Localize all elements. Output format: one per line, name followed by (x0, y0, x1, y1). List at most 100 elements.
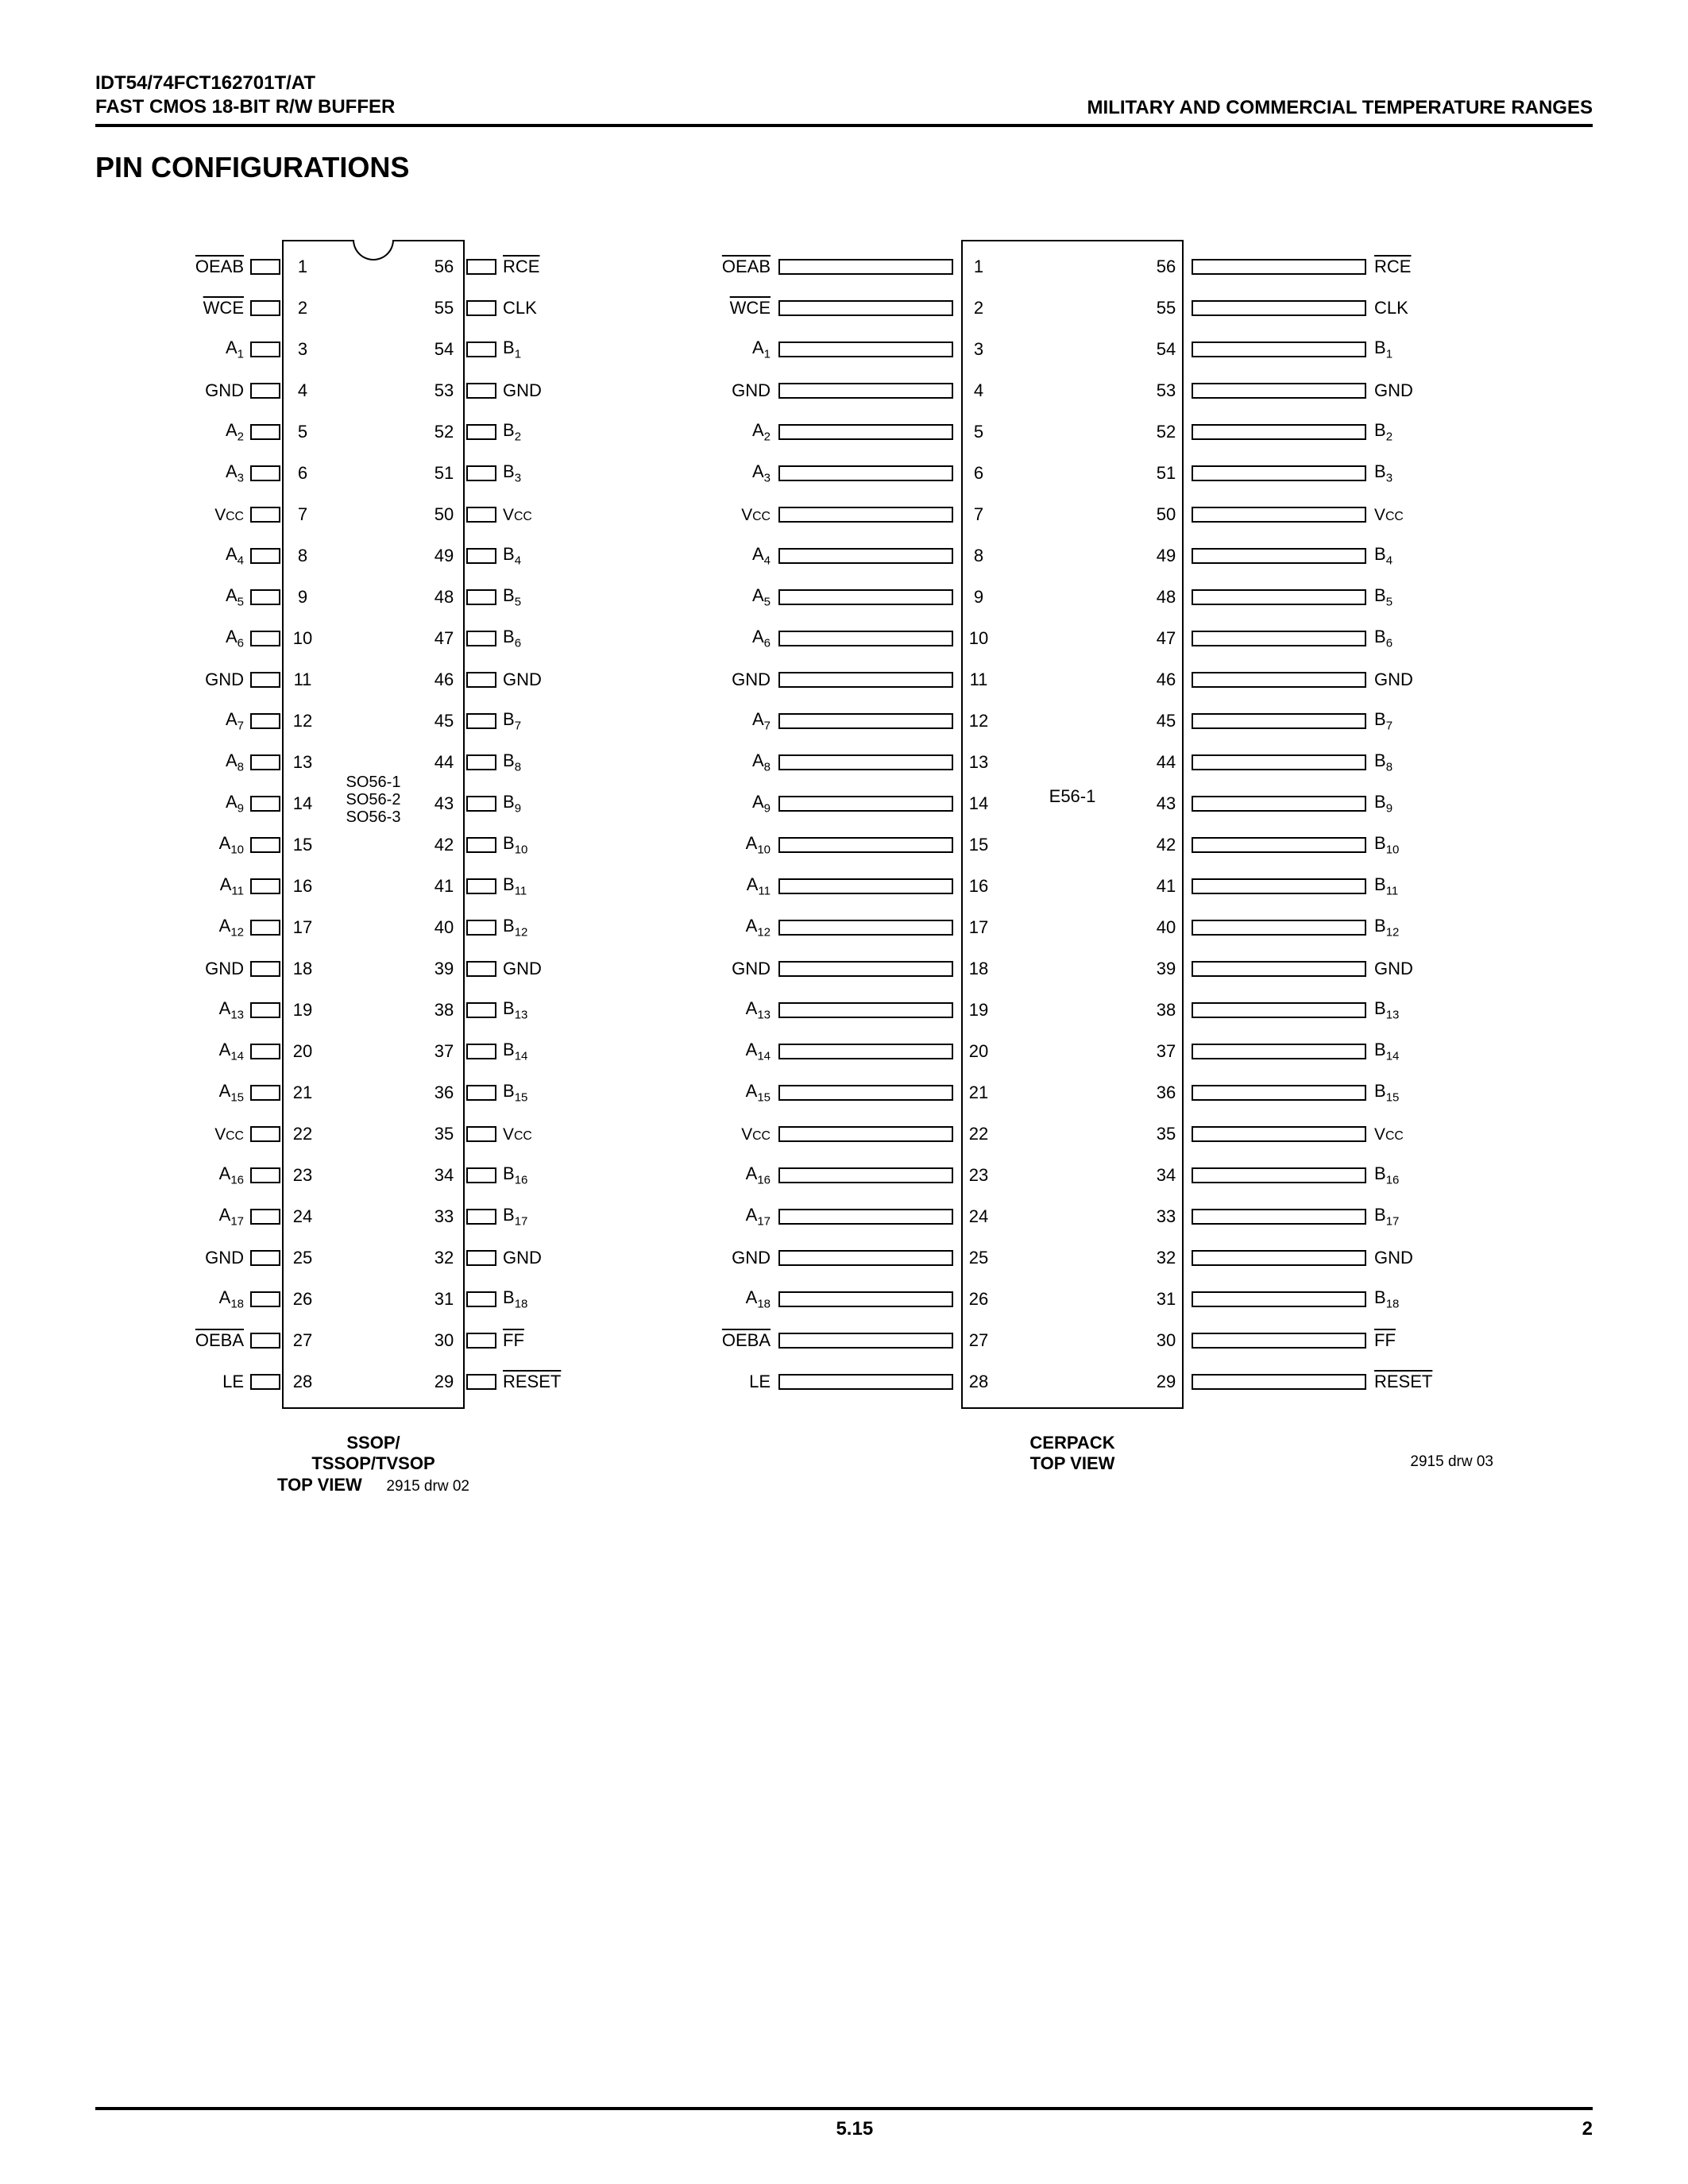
ssop-pad-left (250, 383, 280, 399)
cerpack-lead-right (1192, 548, 1366, 564)
ssop-pin-row: OEBA2730FF (188, 1320, 558, 1361)
cerpack-pin-row: OEBA2730FF (715, 1320, 1430, 1361)
pin-number-right: 43 (1149, 793, 1184, 814)
cerpack-lead-left (778, 548, 953, 564)
ssop-pad-right (466, 1250, 496, 1266)
pin-label-left: A6 (715, 627, 771, 650)
pin-number-right: 52 (428, 422, 460, 442)
pin-number-left: 28 (961, 1372, 996, 1392)
pin-label-left: A14 (715, 1040, 771, 1063)
cerpack-pin-row: A152136B15 (715, 1072, 1430, 1113)
pin-label-right: VCC (503, 504, 558, 525)
pin-label-left: A18 (715, 1287, 771, 1310)
ssop-pad-left (250, 1126, 280, 1142)
ssop-pad-right (466, 1085, 496, 1101)
cerpack-pin-row: GND453GND (715, 370, 1430, 411)
ssop-pad-right (466, 837, 496, 853)
pin-label-left: GND (715, 1248, 771, 1268)
ssop-pad-right (466, 589, 496, 605)
ssop-pad-left (250, 1209, 280, 1225)
pin-number-right: 54 (428, 339, 460, 360)
pin-label-right: B7 (503, 709, 558, 732)
pin-number-left: 7 (961, 504, 996, 525)
cerpack-lead-right (1192, 920, 1366, 936)
cerpack-lead-right (1192, 1333, 1366, 1349)
pin-number-right: 50 (1149, 504, 1184, 525)
pin-number-right: 36 (428, 1082, 460, 1103)
pin-number-right: 54 (1149, 339, 1184, 360)
ssop-pad-left (250, 465, 280, 481)
pin-label-right: B16 (1374, 1163, 1430, 1187)
ssop-pad-right (466, 507, 496, 523)
pin-label-right: GND (1374, 669, 1430, 690)
ssop-pin-row: A2552B2 (188, 411, 558, 453)
cerpack-lead-left (778, 300, 953, 316)
ssop-pad-left (250, 259, 280, 275)
ssop-pin-row: GND2532GND (188, 1237, 558, 1279)
cerpack-lead-right (1192, 465, 1366, 481)
ssop-pad-right (466, 465, 496, 481)
pin-number-right: 32 (1149, 1248, 1184, 1268)
cerpack-lead-right (1192, 672, 1366, 688)
ssop-pin-row: LE2829RESET (188, 1361, 558, 1403)
ssop-pin-row: A71245B7 (188, 700, 558, 742)
cerpack-pin-row: VCC750VCC (715, 494, 1430, 535)
pin-number-right: 41 (1149, 876, 1184, 897)
ssop-pad-left (250, 631, 280, 646)
pin-label-right: B4 (1374, 544, 1430, 567)
ssop-pad-right (466, 1044, 496, 1059)
pin-label-left: A2 (715, 420, 771, 443)
pin-label-right: B6 (503, 627, 558, 650)
pin-number-right: 30 (428, 1330, 460, 1351)
ssop-pin-row: GND1839GND (188, 948, 558, 990)
cerpack-pin-row: A71245B7 (715, 700, 1430, 742)
pin-number-left: 5 (287, 422, 319, 442)
cerpack-lead-right (1192, 259, 1366, 275)
ssop-pin-row: A1354B1 (188, 329, 558, 370)
cerpack-pin-row: A5948B5 (715, 577, 1430, 618)
ssop-pad-right (466, 631, 496, 646)
header-left-line1: IDT54/74FCT162701T/AT (95, 71, 395, 95)
cerpack-lead-right (1192, 878, 1366, 894)
cerpack-lead-left (778, 1333, 953, 1349)
pin-label-right: B10 (1374, 833, 1430, 856)
ssop-pad-right (466, 672, 496, 688)
ssop-pad-left (250, 713, 280, 729)
cerpack-lead-right (1192, 383, 1366, 399)
pin-label-right: B12 (1374, 916, 1430, 939)
header-left: IDT54/74FCT162701T/AT FAST CMOS 18-BIT R… (95, 71, 395, 119)
pin-label-right: B2 (503, 420, 558, 443)
ssop-pin-row: GND453GND (188, 370, 558, 411)
ssop-pin-row: A172433B17 (188, 1196, 558, 1237)
pin-number-left: 12 (961, 711, 996, 731)
pin-label-left: GND (188, 669, 244, 690)
pin-number-left: 4 (961, 380, 996, 401)
cerpack-pin-row: A172433B17 (715, 1196, 1430, 1237)
ssop-pad-right (466, 1126, 496, 1142)
pin-number-left: 23 (287, 1165, 319, 1186)
cerpack-lead-left (778, 341, 953, 357)
ssop-pin-row: A152136B15 (188, 1072, 558, 1113)
pin-number-right: 49 (428, 546, 460, 566)
cerpack-lead-left (778, 1250, 953, 1266)
cerpack-pin-row: WCE255CLK (715, 287, 1430, 329)
cerpack-body: E56-1 OEAB156RCEWCE255CLKA1354B1GND453GN… (961, 240, 1184, 1409)
pin-label-left: GND (188, 1248, 244, 1268)
ssop-pad-left (250, 961, 280, 977)
ssop-pad-left (250, 1085, 280, 1101)
ssop-pad-left (250, 1002, 280, 1018)
ssop-pin-row: A5948B5 (188, 577, 558, 618)
pin-number-right: 31 (428, 1289, 460, 1310)
cerpack-lead-left (778, 920, 953, 936)
pin-number-left: 9 (287, 587, 319, 608)
pin-number-right: 49 (1149, 546, 1184, 566)
cerpack-lead-right (1192, 1250, 1366, 1266)
ssop-pad-left (250, 920, 280, 936)
pin-number-left: 3 (287, 339, 319, 360)
pin-number-left: 8 (961, 546, 996, 566)
cerpack-lead-left (778, 507, 953, 523)
cerpack-lead-right (1192, 300, 1366, 316)
cerpack-lead-right (1192, 1085, 1366, 1101)
ssop-pad-left (250, 1044, 280, 1059)
pin-label-right: B9 (503, 792, 558, 815)
